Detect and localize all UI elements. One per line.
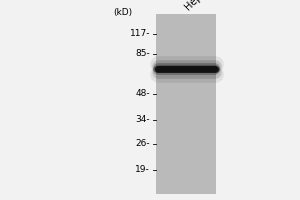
Text: 34-: 34- <box>135 116 150 124</box>
Text: (kD): (kD) <box>113 8 132 17</box>
Bar <box>156 14 216 194</box>
Text: 48-: 48- <box>135 90 150 98</box>
Text: 117-: 117- <box>130 29 150 38</box>
Text: 19-: 19- <box>135 166 150 174</box>
Text: 85-: 85- <box>135 49 150 58</box>
Text: 26-: 26- <box>135 140 150 148</box>
Text: HepG2: HepG2 <box>183 0 214 12</box>
